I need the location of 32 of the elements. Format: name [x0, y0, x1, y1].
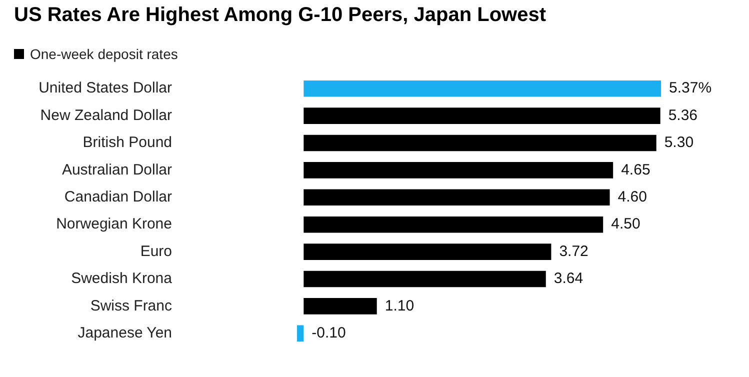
bar: [304, 244, 552, 260]
chart-title: US Rates Are Highest Among G-10 Peers, Japan Lowest: [14, 4, 546, 27]
data-label: 3.72: [559, 242, 588, 260]
y-tick-label: Euro: [140, 242, 172, 260]
bar: [304, 216, 604, 233]
y-tick-label: Japanese Yen: [78, 324, 172, 342]
bar: [304, 80, 661, 97]
bar: [304, 270, 546, 288]
data-label: 4.50: [611, 216, 640, 233]
y-tick-label: New Zealand Dollar: [40, 106, 172, 124]
bar: [304, 298, 377, 314]
y-tick-label: Canadian Dollar: [64, 188, 172, 206]
data-label: 4.65: [621, 161, 650, 178]
y-tick-label: United States Dollar: [38, 80, 172, 97]
legend-label: One-week deposit rates: [30, 46, 178, 62]
data-label: 1.10: [384, 297, 414, 314]
bar: [304, 162, 614, 178]
data-label: 5.30: [664, 134, 694, 152]
y-tick-label: Norwegian Krone: [56, 216, 172, 233]
data-label: 3.64: [554, 270, 584, 288]
y-tick-label: Swiss Franc: [90, 297, 172, 314]
bar: [304, 134, 656, 152]
y-tick-label: Australian Dollar: [62, 161, 172, 178]
data-label: 4.60: [618, 188, 647, 206]
bar: [297, 325, 304, 342]
data-label: 5.37%: [669, 80, 712, 97]
y-tick-label: Swedish Krona: [71, 270, 173, 288]
data-label: 5.36: [668, 106, 698, 124]
bar: [304, 189, 610, 206]
data-label: -0.10: [312, 324, 346, 342]
y-tick-label: British Pound: [82, 134, 172, 152]
bar: [304, 108, 660, 124]
